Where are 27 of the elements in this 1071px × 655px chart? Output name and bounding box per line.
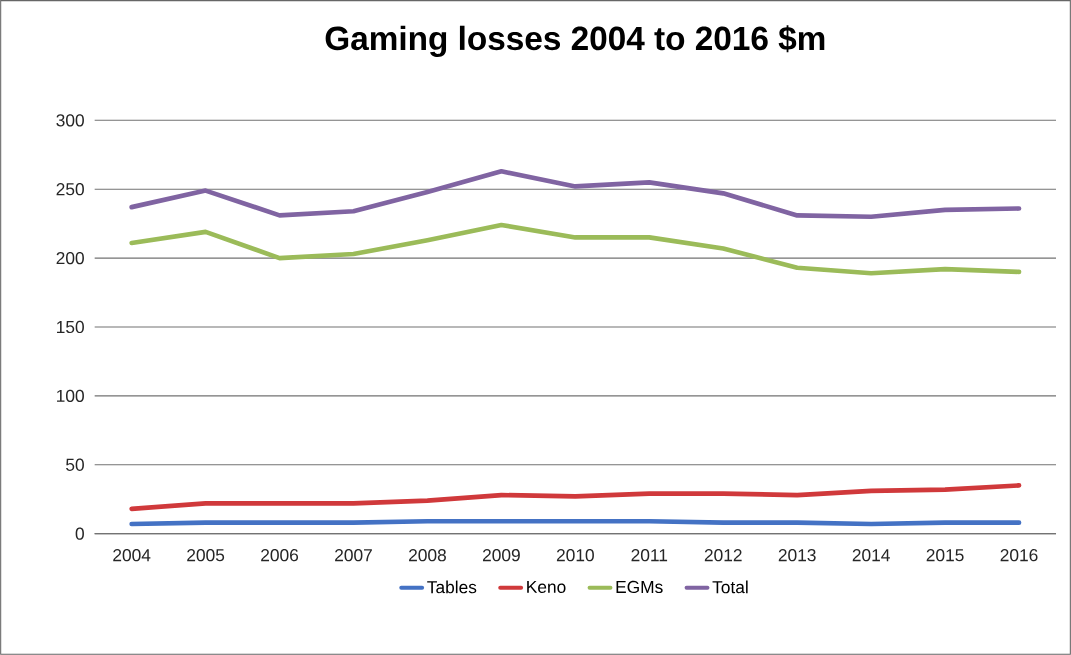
y-tick-label: 300	[56, 114, 84, 127]
x-tick-label: 2012	[704, 549, 742, 562]
y-tick-label: 0	[75, 527, 84, 540]
line-series	[129, 222, 1022, 276]
chart-title: Gaming losses 2004 to 2016 $m	[325, 25, 825, 57]
y-tick-label: 150	[57, 320, 84, 334]
x-tick-label: 2004	[113, 549, 151, 562]
legend-label: Tables	[427, 580, 477, 594]
x-tick-label: 2016	[1000, 549, 1038, 562]
legend-label: Keno	[527, 580, 566, 593]
x-tick-label: 2010	[556, 549, 594, 562]
line-series	[129, 168, 1022, 220]
x-tick-label: 2006	[261, 549, 299, 562]
x-tick-label: 2013	[778, 549, 816, 562]
x-tick-label: 2008	[409, 549, 446, 562]
y-tick-label: 50	[66, 458, 84, 471]
legend-label: Total	[712, 580, 748, 594]
x-tick-label: 2009	[482, 549, 520, 562]
legend-label: EGMs	[616, 580, 663, 594]
x-tick-label: 2014	[852, 549, 890, 562]
y-tick-label: 200	[56, 251, 84, 265]
y-tick-label: 250	[56, 183, 84, 196]
x-tick-label: 2005	[187, 549, 225, 562]
x-tick-label: 2007	[335, 549, 372, 562]
x-tick-label: 2015	[926, 549, 964, 562]
y-tick-label: 100	[57, 389, 84, 403]
x-tick-label: 2011	[631, 549, 668, 562]
